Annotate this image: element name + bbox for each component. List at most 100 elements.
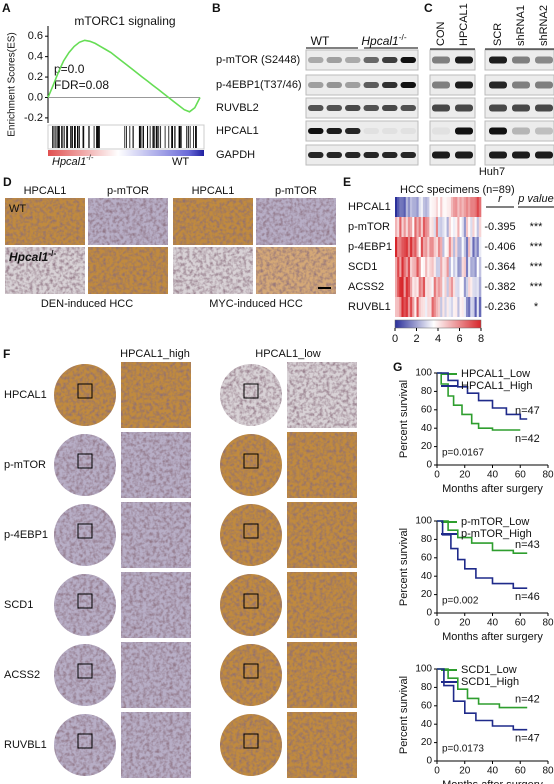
heatmap-cell [403, 277, 407, 297]
ihc-image-texture [5, 247, 85, 294]
r-value: -0.364 [484, 261, 515, 273]
column-header: p value [517, 193, 553, 205]
heatmap-cell [425, 297, 428, 317]
x-tick-label: 0 [434, 618, 440, 629]
blot-band [489, 151, 507, 159]
blot-band [535, 56, 553, 64]
heatmap-cell [470, 217, 473, 237]
heatmap-cell [448, 277, 452, 297]
stain-label: p-mTOR [107, 185, 149, 197]
heatmap-cell [405, 277, 409, 297]
stain-label: SCD1 [4, 599, 33, 611]
heatmap-cell [416, 277, 419, 297]
heatmap-cell [427, 217, 430, 237]
zoom-box [77, 383, 93, 399]
survival-curve [437, 372, 521, 431]
ihc-image-texture [88, 247, 168, 294]
heatmap-cell [433, 197, 437, 217]
blot-band [363, 82, 379, 88]
heatmap-cell [457, 237, 460, 257]
blot-band [489, 127, 507, 135]
heatmap-cell [453, 297, 456, 317]
blot-band [535, 104, 553, 112]
heatmap-cell [478, 217, 482, 237]
genotype-label: WT [172, 156, 189, 168]
es-curve [47, 39, 201, 113]
barcode-frame [47, 124, 205, 150]
blot-band [455, 151, 473, 159]
lane-label: HPCAL1 [458, 3, 470, 46]
heatmap-cell [425, 277, 428, 297]
heatmap-cell [465, 277, 469, 297]
heatmap-cell [468, 197, 471, 217]
heatmap-title: HCC specimens (n=89) [400, 184, 515, 196]
heatmap-cell [431, 277, 434, 297]
heatmap-cell [453, 277, 456, 297]
row-label: RUVBL1 [348, 301, 391, 313]
x-axis-title: Months after surgery [442, 483, 543, 495]
heatmap-cell [474, 277, 477, 297]
heatmap-cell [407, 277, 411, 297]
heatmap-cell [412, 217, 415, 237]
protein-label: HPCAL1 [216, 125, 259, 137]
blot-band [432, 151, 450, 159]
heatmap-cell [401, 197, 404, 217]
heatmap-cell [425, 257, 428, 277]
heatmap-cell [410, 257, 413, 277]
zoom-box [243, 453, 259, 469]
heatmap-cell [446, 257, 450, 277]
blot-band [455, 104, 473, 112]
heatmap-cell [416, 297, 419, 317]
heatmap-cell [474, 257, 477, 277]
blot-band [535, 151, 553, 159]
heatmap-cell [429, 197, 432, 217]
blot-band [345, 57, 361, 63]
p-value-label: p=0.002 [442, 596, 479, 607]
zoom-image-texture [287, 642, 357, 708]
heatmap-cell [444, 297, 447, 317]
x-tick-label: 60 [515, 470, 527, 481]
r-value: -0.236 [484, 301, 515, 313]
heatmap-cell [433, 277, 437, 297]
y-axis-title: Percent survival [398, 676, 410, 754]
genotype-label: Hpcal1-/- [9, 248, 56, 264]
zoom-image-texture [287, 712, 357, 778]
heatmap-cell [468, 257, 471, 277]
heatmap-cell [463, 297, 467, 317]
ihc-image-texture [173, 247, 253, 294]
heatmap-cell [435, 297, 439, 317]
heatmap-cell [478, 277, 482, 297]
legend-label: HPCAL1_High [461, 380, 533, 392]
heatmap-cell [401, 277, 404, 297]
heatmap-cell [438, 277, 441, 297]
zoom-image-texture [121, 502, 191, 568]
r-value: -0.395 [484, 221, 515, 233]
legend-label: SCD1_Low [461, 664, 517, 676]
heatmap-cell [478, 237, 482, 257]
heatmap-cell [405, 257, 409, 277]
blot-band [382, 128, 398, 134]
column-header: r [498, 193, 503, 205]
heatmap-cell [433, 217, 437, 237]
genotype-name: WT [311, 34, 330, 48]
colorbar-tick-label: 8 [478, 333, 484, 345]
heatmap-cell [459, 197, 462, 217]
heatmap-cell [455, 297, 458, 317]
heatmap-cell [457, 217, 460, 237]
y-axis-title: Enrichment Scores(ES) [7, 32, 18, 136]
heatmap-cell [395, 237, 398, 257]
stain-label: HPCAL1 [192, 185, 235, 197]
heatmap-cell [433, 237, 437, 257]
chart-title: mTORC1 signaling [74, 14, 175, 28]
heatmap-cell [463, 197, 467, 217]
heatmap-cell [472, 217, 475, 237]
heatmap-cell [457, 257, 460, 277]
heatmap-cell [435, 237, 439, 257]
model-label: MYC-induced HCC [209, 298, 303, 310]
x-tick-label: 80 [542, 766, 554, 777]
legend-label: HPCAL1_Low [461, 368, 530, 380]
panel-letter: F [3, 347, 10, 361]
heatmap-cell [472, 297, 475, 317]
blot-band [345, 105, 361, 111]
heatmap-cell [397, 277, 400, 297]
